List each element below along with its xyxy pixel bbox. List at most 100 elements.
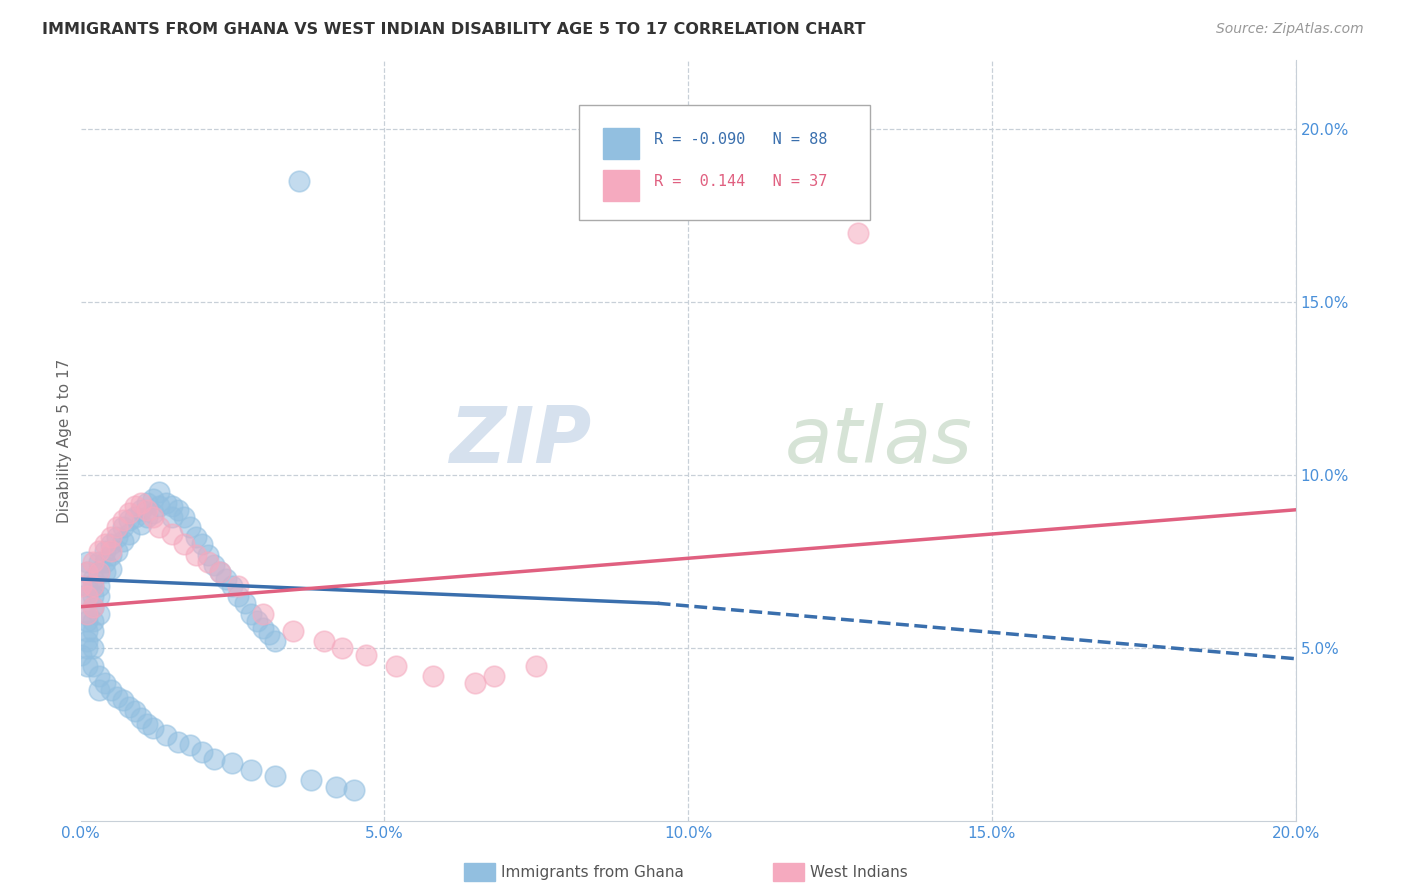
Point	[124, 509, 146, 524]
Point	[76, 641, 98, 656]
Point	[239, 607, 262, 621]
Point	[197, 548, 219, 562]
Point	[155, 728, 177, 742]
Point	[87, 669, 110, 683]
Point	[87, 555, 110, 569]
Point	[100, 548, 122, 562]
Point	[197, 555, 219, 569]
Point	[343, 783, 366, 797]
Point	[105, 520, 128, 534]
Point	[142, 509, 165, 524]
Point	[191, 745, 214, 759]
Point	[87, 607, 110, 621]
Point	[179, 739, 201, 753]
Point	[160, 500, 183, 514]
Point	[118, 527, 141, 541]
Point	[184, 548, 207, 562]
Point	[100, 544, 122, 558]
Point	[94, 565, 117, 579]
Text: Source: ZipAtlas.com: Source: ZipAtlas.com	[1216, 22, 1364, 37]
Point	[124, 704, 146, 718]
Point	[76, 579, 98, 593]
Point	[281, 624, 304, 638]
Point	[136, 509, 159, 524]
Point	[82, 590, 104, 604]
Point	[82, 599, 104, 614]
Point	[112, 693, 135, 707]
Point	[69, 648, 91, 663]
Point	[312, 634, 335, 648]
Point	[87, 544, 110, 558]
Point	[136, 496, 159, 510]
Point	[148, 485, 170, 500]
Bar	[603, 128, 640, 159]
Point	[160, 509, 183, 524]
Point	[228, 579, 250, 593]
Point	[100, 562, 122, 576]
Point	[112, 533, 135, 548]
Point	[215, 572, 238, 586]
Point	[209, 565, 232, 579]
Point	[87, 565, 110, 579]
Point	[202, 558, 225, 573]
Text: Immigrants from Ghana: Immigrants from Ghana	[501, 865, 683, 880]
Point	[82, 579, 104, 593]
Point	[166, 503, 188, 517]
Point	[76, 555, 98, 569]
Point	[94, 676, 117, 690]
Text: R = -0.090   N = 88: R = -0.090 N = 88	[654, 132, 827, 147]
Point	[100, 537, 122, 551]
Point	[233, 596, 256, 610]
Point	[94, 537, 117, 551]
Point	[354, 648, 377, 663]
Point	[257, 627, 280, 641]
Point	[82, 658, 104, 673]
Point	[76, 590, 98, 604]
Point	[179, 520, 201, 534]
Point	[69, 579, 91, 593]
Text: West Indians: West Indians	[810, 865, 908, 880]
Point	[264, 634, 287, 648]
Point	[112, 513, 135, 527]
Point	[82, 599, 104, 614]
Point	[118, 513, 141, 527]
Point	[118, 700, 141, 714]
Point	[173, 537, 195, 551]
Point	[94, 555, 117, 569]
Point	[87, 579, 110, 593]
Point	[82, 579, 104, 593]
Point	[76, 614, 98, 628]
Point	[191, 537, 214, 551]
Point	[105, 531, 128, 545]
Point	[524, 658, 547, 673]
Point	[87, 590, 110, 604]
Point	[464, 676, 486, 690]
Point	[136, 503, 159, 517]
Point	[846, 226, 869, 240]
Point	[148, 520, 170, 534]
Point	[69, 590, 91, 604]
Point	[239, 763, 262, 777]
Point	[129, 503, 152, 517]
Point	[252, 621, 274, 635]
Point	[129, 710, 152, 724]
Point	[82, 624, 104, 638]
Point	[288, 174, 311, 188]
Point	[76, 634, 98, 648]
Point	[124, 500, 146, 514]
Point	[299, 772, 322, 787]
Point	[105, 690, 128, 704]
Point	[142, 506, 165, 520]
Text: IMMIGRANTS FROM GHANA VS WEST INDIAN DISABILITY AGE 5 TO 17 CORRELATION CHART: IMMIGRANTS FROM GHANA VS WEST INDIAN DIS…	[42, 22, 866, 37]
Point	[202, 752, 225, 766]
Point	[252, 607, 274, 621]
Point	[76, 607, 98, 621]
Point	[160, 527, 183, 541]
Point	[112, 520, 135, 534]
Point	[264, 769, 287, 783]
Point	[209, 565, 232, 579]
Point	[246, 614, 269, 628]
Point	[87, 565, 110, 579]
Point	[142, 492, 165, 507]
Text: ZIP: ZIP	[449, 402, 591, 478]
